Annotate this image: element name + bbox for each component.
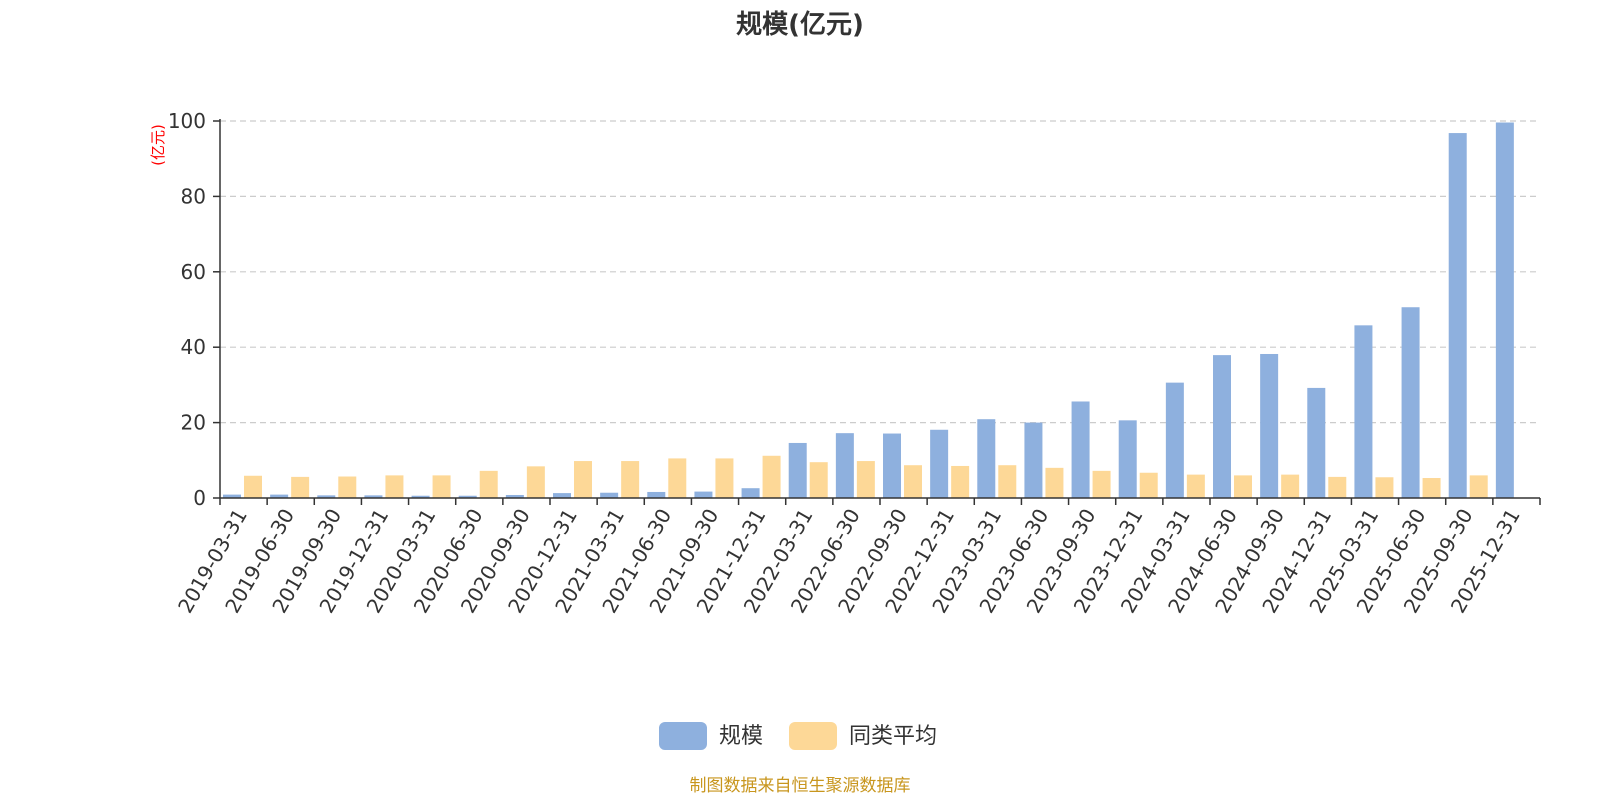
bar-peer-average	[715, 458, 734, 498]
bar-peer-average	[291, 476, 310, 498]
bar-scale	[270, 494, 289, 498]
bar-peer-average	[1422, 478, 1441, 498]
bar-peer-average	[856, 461, 875, 498]
bar-peer-average	[1469, 475, 1488, 498]
bar-peer-average	[385, 475, 404, 498]
bar-scale	[835, 433, 854, 498]
bar-peer-average	[998, 465, 1017, 498]
bar-scale	[411, 495, 430, 498]
legend-label-peer-average: 同类平均	[849, 724, 937, 749]
bar-scale	[1165, 382, 1184, 498]
bar-scale	[505, 494, 524, 498]
legend-label-scale: 规模	[719, 724, 763, 749]
y-tick-label: 100	[168, 109, 206, 133]
legend: 规模 同类平均	[659, 722, 937, 750]
y-axis-label: (亿元)	[149, 124, 167, 166]
bar-peer-average	[574, 461, 592, 498]
bar-scale	[600, 492, 619, 498]
bar-scale	[1071, 401, 1090, 498]
bar-peer-average	[668, 458, 687, 498]
bar-peer-average	[1092, 470, 1111, 498]
bar-peer-average	[1281, 474, 1300, 498]
bar-peer-average	[432, 475, 451, 498]
bar-scale	[223, 494, 241, 498]
bar-scale	[741, 488, 760, 498]
bar-scale	[1495, 122, 1514, 499]
bar-scale	[1448, 133, 1467, 498]
bar-peer-average	[762, 455, 781, 498]
bar-peer-average	[479, 470, 498, 498]
bar-peer-average	[526, 466, 545, 498]
bar-peer-average	[809, 462, 828, 498]
bar-peer-average	[1186, 474, 1205, 498]
bar-scale	[930, 429, 949, 498]
bar-peer-average	[1375, 477, 1394, 498]
bar-peer-average	[1139, 472, 1158, 498]
bar-peer-average	[951, 465, 970, 498]
bar-scale	[1213, 355, 1231, 498]
data-source-note: 制图数据来自恒生聚源数据库	[690, 776, 911, 796]
y-tick-label: 0	[193, 486, 206, 510]
bar-scale	[364, 495, 383, 498]
bar-peer-average	[1045, 467, 1064, 498]
bar-peer-average	[338, 476, 357, 498]
bar-peer-average	[1234, 475, 1252, 498]
bars	[223, 122, 1514, 499]
bar-scale	[458, 495, 477, 498]
y-tick-label: 60	[181, 260, 206, 284]
legend-swatch-scale	[659, 722, 707, 750]
legend-swatch-peer-average	[789, 722, 837, 750]
bar-scale	[1118, 420, 1137, 498]
chart-title: 规模(亿元)	[736, 10, 864, 40]
bar-peer-average	[904, 465, 922, 498]
y-tick-label: 40	[181, 335, 206, 359]
bar-scale	[1024, 422, 1043, 498]
grid-lines	[220, 120, 1540, 424]
y-tick-label: 20	[181, 411, 206, 435]
bar-scale	[977, 419, 996, 498]
bar-scale	[883, 433, 901, 498]
bar-scale	[694, 491, 713, 498]
bar-scale	[1354, 325, 1373, 498]
axes: 0204060801002019-03-312019-06-302019-09-…	[168, 109, 1541, 617]
bar-scale	[1401, 307, 1420, 498]
bar-scale	[553, 493, 571, 498]
y-tick-label: 80	[181, 184, 206, 208]
bar-peer-average	[244, 475, 262, 498]
bar-scale	[1260, 353, 1279, 498]
bar-peer-average	[1328, 476, 1347, 498]
bar-scale	[317, 495, 336, 498]
bar-peer-average	[621, 461, 640, 498]
bar-scale	[647, 491, 666, 498]
bar-scale	[788, 442, 807, 498]
bar-scale	[1307, 387, 1326, 498]
